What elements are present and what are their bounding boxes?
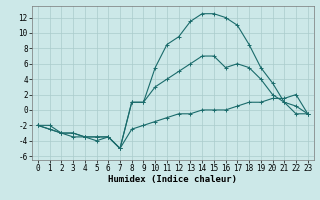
X-axis label: Humidex (Indice chaleur): Humidex (Indice chaleur) [108, 175, 237, 184]
